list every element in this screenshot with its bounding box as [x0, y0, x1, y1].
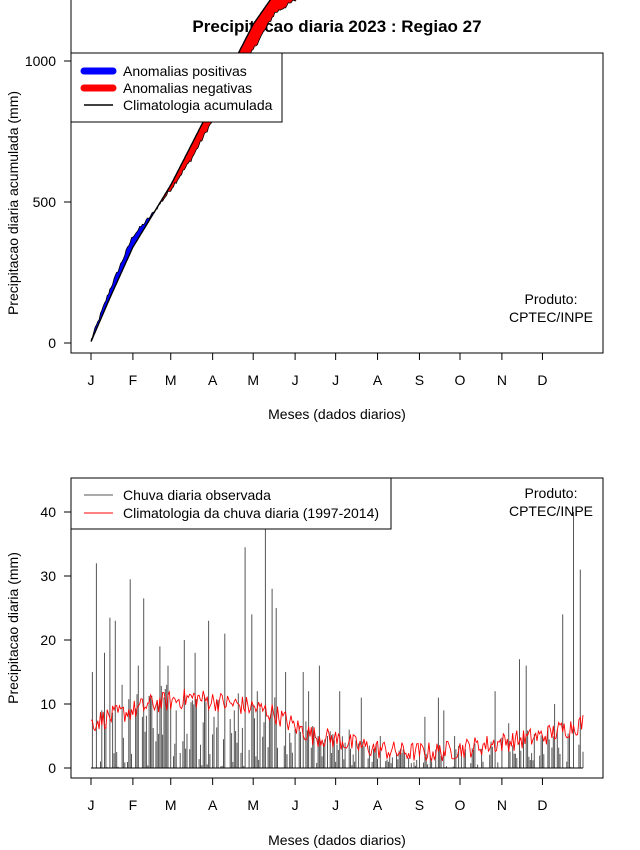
annotation-produto: Produto:	[525, 485, 578, 501]
x-tick-label: M	[165, 797, 177, 813]
climatology-daily-line	[90, 688, 584, 763]
x-tick-label: D	[537, 372, 547, 388]
y-tick-label: 30	[40, 568, 56, 584]
x-tick-label: O	[455, 372, 466, 388]
x-tick-label: N	[497, 797, 507, 813]
y-axis-label: Precipitacao diaria (mm)	[5, 552, 21, 704]
y-axis: 0 10 20 30 40	[40, 504, 72, 776]
observed-cumulative-line	[90, 0, 297, 340]
y-tick-label: 10	[40, 696, 56, 712]
x-tick-label: M	[247, 797, 259, 813]
positive-anomaly-area-0	[91, 212, 154, 342]
x-tick-label: S	[415, 797, 424, 813]
climatology-cumulative-line	[90, 0, 272, 342]
legend-box	[70, 477, 392, 530]
x-tick-label: J	[292, 372, 299, 388]
x-tick-label: F	[129, 797, 138, 813]
x-tick-label: J	[88, 797, 95, 813]
x-tick-label: F	[129, 372, 138, 388]
legend-label-observed: Chuva diaria observada	[123, 487, 271, 503]
y-tick-label: 0	[48, 760, 56, 776]
x-tick-label: M	[165, 372, 177, 388]
negative-anomaly-area-5	[158, 0, 297, 205]
x-tick-label: J	[292, 797, 299, 813]
x-tick-label: N	[497, 372, 507, 388]
annotation-cptec: CPTEC/INPE	[509, 503, 593, 519]
y-tick-label: 0	[48, 335, 56, 351]
x-tick-label: A	[208, 797, 218, 813]
daily-chart: 0 10 20 30 40 J F M A M J J A S O N D Meses (dados diar…	[5, 477, 604, 848]
y-tick-label: 500	[33, 194, 57, 210]
x-tick-label: J	[332, 372, 339, 388]
legend-label-climatology: Climatologia acumulada	[123, 97, 273, 113]
x-tick-label: A	[208, 372, 218, 388]
legend-label-positive: Anomalias positivas	[123, 63, 247, 79]
y-axis-label: Precipitacao diaria acumulada (mm)	[5, 91, 21, 315]
x-tick-label: A	[373, 372, 383, 388]
x-tick-label: M	[247, 372, 259, 388]
y-tick-label: 1000	[25, 53, 56, 69]
y-tick-label: 40	[40, 504, 56, 520]
x-tick-label: A	[373, 797, 383, 813]
x-tick-label: J	[332, 797, 339, 813]
annotation-cptec: CPTEC/INPE	[509, 309, 593, 325]
legend-label-climatology: Climatologia da chuva diaria (1997-2014)	[123, 505, 379, 521]
legend: Chuva diaria observada Climatologia da c…	[70, 477, 392, 530]
legend: Anomalias positivas Anomalias negativas …	[70, 52, 283, 123]
x-tick-label: O	[455, 797, 466, 813]
legend-label-negative: Anomalias negativas	[123, 80, 252, 96]
x-axis-label: Meses (dados diarios)	[268, 406, 406, 422]
annotation-produto: Produto:	[525, 291, 578, 307]
y-tick-label: 20	[40, 632, 56, 648]
chart-title: Precipitacao diaria 2023 : Regiao 27	[192, 17, 481, 36]
x-tick-label: J	[88, 372, 95, 388]
x-axis-label: Meses (dados diarios)	[268, 832, 406, 848]
x-tick-label: S	[415, 372, 424, 388]
x-tick-label: D	[537, 797, 547, 813]
y-axis: 0500100015002000	[25, 0, 72, 351]
